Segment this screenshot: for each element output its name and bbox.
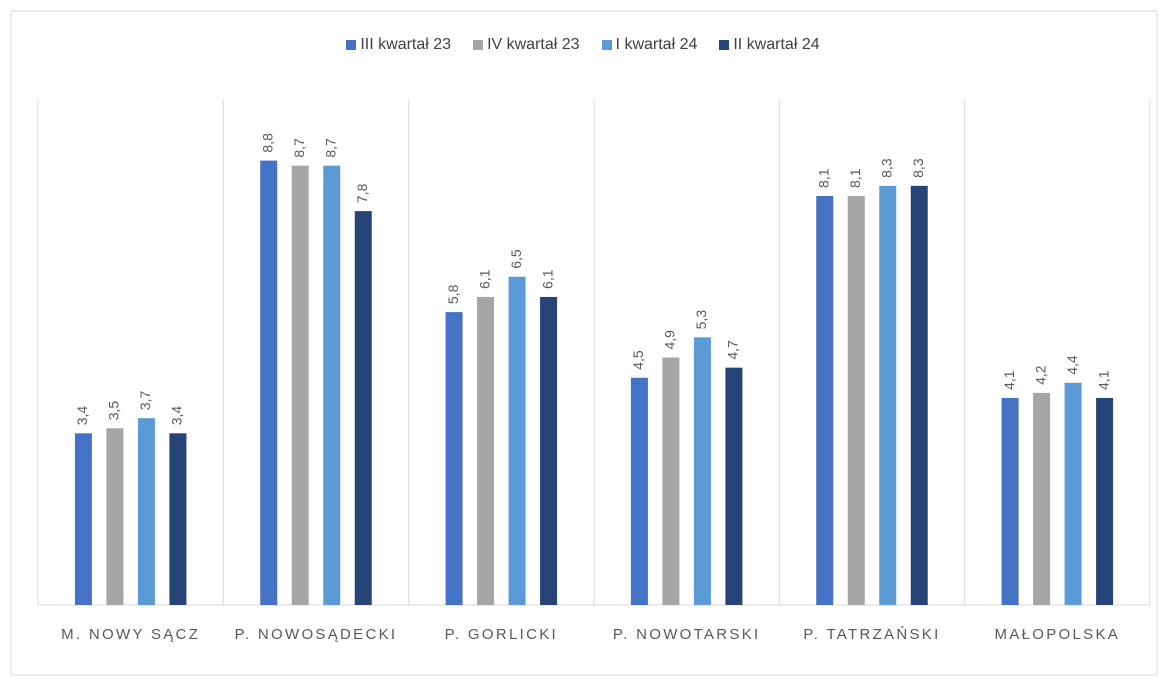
data-label: 3,4 xyxy=(169,406,185,426)
legend-item: I kwartał 24 xyxy=(601,36,698,54)
bar xyxy=(1064,382,1082,605)
bar xyxy=(540,296,558,605)
data-label: 8,1 xyxy=(847,168,863,188)
legend-label: II kwartał 24 xyxy=(733,36,820,53)
data-label: 4,9 xyxy=(662,330,678,350)
chart-border xyxy=(10,10,1158,676)
legend-label: IV kwartał 23 xyxy=(487,36,580,53)
bar xyxy=(693,337,711,605)
bar xyxy=(847,195,865,605)
legend-swatch xyxy=(719,40,730,50)
bar xyxy=(137,418,155,605)
x-tick-label: M. NOWY SĄCZ xyxy=(61,626,201,643)
legend-label: I kwartał 24 xyxy=(615,36,698,53)
legend-swatch xyxy=(601,40,612,50)
bar xyxy=(169,433,187,605)
data-label: 4,5 xyxy=(630,350,646,370)
bar xyxy=(106,428,124,605)
data-label: 3,4 xyxy=(74,406,90,426)
data-label: 8,3 xyxy=(878,158,894,178)
x-tick-label: P. NOWOSĄDECKI xyxy=(234,626,398,643)
data-label: 7,8 xyxy=(354,183,370,203)
data-label: 5,8 xyxy=(445,284,461,304)
x-tick-label: MAŁOPOLSKA xyxy=(994,626,1121,643)
bar xyxy=(1001,397,1019,605)
data-label: 3,5 xyxy=(106,401,122,421)
bar xyxy=(354,211,372,605)
x-tick-label: P. GORLICKI xyxy=(444,626,559,643)
bar xyxy=(725,367,743,605)
legend-item: IV kwartał 23 xyxy=(473,36,580,54)
x-tick-label: P. NOWOTARSKI xyxy=(612,626,761,643)
data-label: 4,2 xyxy=(1032,365,1048,385)
data-label: 6,1 xyxy=(539,269,555,289)
data-label: 8,3 xyxy=(910,158,926,178)
data-label: 4,1 xyxy=(1095,370,1111,390)
legend-item: III kwartał 23 xyxy=(346,36,451,54)
bar xyxy=(816,195,834,605)
legend-label: III kwartał 23 xyxy=(360,36,452,53)
data-label: 4,7 xyxy=(725,340,741,360)
data-label: 6,1 xyxy=(476,269,492,289)
legend: III kwartał 23 IV kwartał 23 I kwartał 24 I… xyxy=(0,36,1166,54)
legend-swatch xyxy=(473,40,484,50)
legend-item: II kwartał 24 xyxy=(719,36,820,54)
data-label: 6,5 xyxy=(508,249,524,269)
data-label: 8,7 xyxy=(322,138,338,158)
data-label: 8,1 xyxy=(815,168,831,188)
legend-swatch xyxy=(346,40,357,50)
data-label: 5,3 xyxy=(693,310,709,330)
bar xyxy=(445,312,463,605)
data-label: 8,7 xyxy=(291,138,307,158)
bar xyxy=(323,165,341,605)
x-tick-label: P. TATRZAŃSKI xyxy=(803,626,941,643)
bar xyxy=(910,185,928,605)
bar xyxy=(291,165,309,605)
bar xyxy=(879,185,897,605)
data-label: 4,4 xyxy=(1064,355,1080,375)
data-label: 8,8 xyxy=(259,133,275,153)
bar xyxy=(477,296,495,605)
data-label: 3,7 xyxy=(137,390,153,410)
bar xyxy=(630,377,648,605)
bar xyxy=(74,433,92,605)
bar xyxy=(662,357,680,605)
bar xyxy=(260,160,278,605)
data-label: 4,1 xyxy=(1001,370,1017,390)
bar xyxy=(1033,392,1051,605)
bar xyxy=(508,276,526,605)
bar xyxy=(1096,397,1114,605)
